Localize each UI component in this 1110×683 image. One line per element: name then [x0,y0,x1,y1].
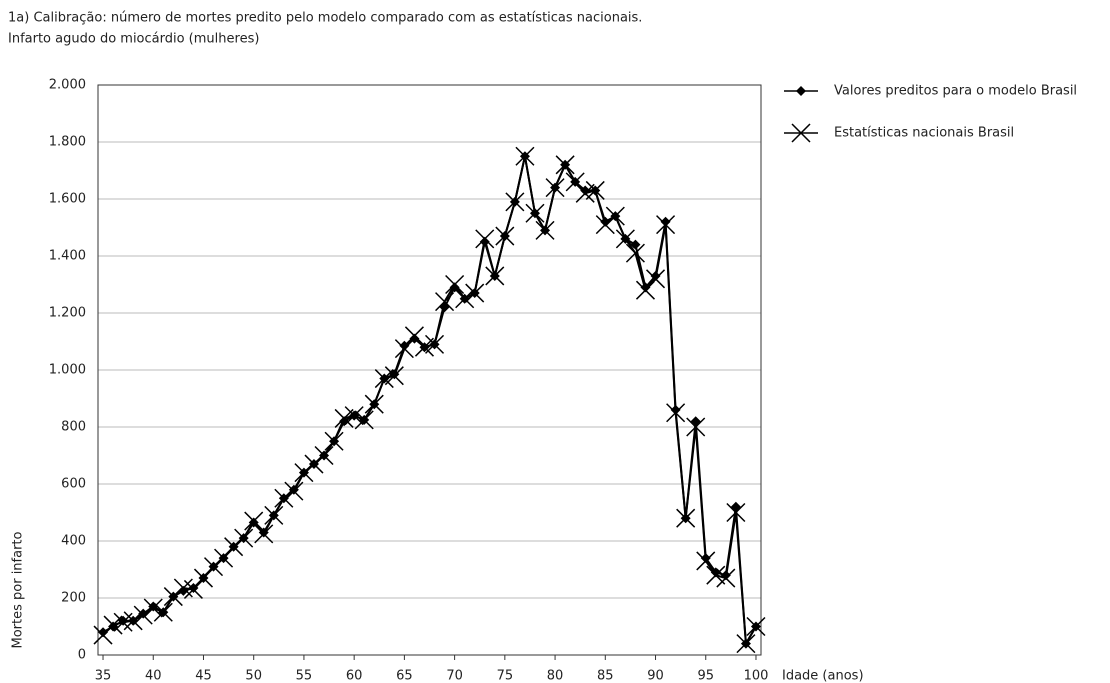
data-point [123,611,143,631]
data-point [183,579,203,599]
data-point [515,146,535,166]
data-point [445,274,465,295]
legend-label: Valores preditos para o modelo Brasil [834,84,1077,99]
data-point [143,598,163,618]
legend-marker [796,86,806,96]
chart-subtitle: Infarto agudo do miocárdio (mulheres) [8,32,259,47]
data-point [696,551,716,571]
data-point [485,266,505,286]
data-point [424,334,445,354]
data-point [394,339,414,359]
data-point [615,229,635,249]
data-point [555,155,575,175]
y-tick-label: 200 [61,591,86,606]
data-point [585,180,605,200]
data-point [294,463,314,483]
data-point [324,431,344,451]
x-tick-label: 100 [744,669,769,683]
data-point [304,454,324,474]
data-point [716,568,736,588]
plot-frame [97,84,762,656]
data-point [656,215,676,235]
data-point [605,206,625,226]
chart-title: 1a) Calibração: número de mortes predito… [8,11,642,26]
data-point [535,220,555,240]
data-point [98,627,109,638]
x-tick-label: 95 [697,669,714,683]
data-point [645,269,666,289]
data-point [163,587,183,607]
data-point [595,215,615,235]
data-point [364,394,384,414]
x-tick-label: 35 [95,669,112,683]
x-tick-label: 80 [547,669,564,683]
data-point [635,280,656,300]
data-point [565,172,585,192]
series-line [102,156,757,647]
data-point [666,403,686,423]
legend-marker [791,123,811,143]
data-point [746,616,766,637]
data-point [690,416,701,427]
x-tick-label: 40 [145,669,162,683]
data-point [726,502,746,523]
x-tick-label: 90 [647,669,664,683]
y-tick-label: 1.600 [49,192,86,207]
x-tick-label: 60 [346,669,363,683]
data-point [214,548,234,568]
data-point [153,602,173,622]
data-point [730,501,741,512]
data-point [545,178,565,198]
data-point [525,203,545,223]
data-point [284,481,304,501]
data-point [505,192,525,212]
y-tick-label: 1.400 [49,249,86,264]
y-tick-label: 0 [78,648,86,663]
data-point [244,511,264,531]
x-tick-label: 70 [446,669,463,683]
data-point [455,289,475,309]
y-tick-label: 1.000 [49,363,86,378]
x-tick-label: 65 [396,669,413,683]
y-tick-label: 400 [61,534,86,549]
data-point [736,634,756,654]
data-point [274,488,294,508]
y-axis-label: Mortes por infarto [11,531,26,648]
data-point [203,557,224,577]
data-point [354,410,374,430]
series-line [102,156,757,647]
data-point [404,326,424,346]
data-point [686,417,706,437]
x-tick-label: 45 [195,669,212,683]
data-point [193,568,214,588]
y-tick-label: 1.200 [49,306,86,321]
data-point [475,229,495,249]
x-tick-label: 85 [597,669,614,683]
data-point [384,366,404,386]
data-point [264,505,284,525]
data-point [254,524,274,544]
data-point [465,283,485,303]
data-point [108,621,119,632]
data-point [133,605,153,625]
data-point [495,226,515,246]
x-tick-label: 50 [245,669,262,683]
y-tick-label: 2.000 [49,78,86,93]
y-tick-label: 1.800 [49,135,86,150]
x-axis-label: Idade (anos) [782,669,864,683]
data-point [224,537,244,557]
x-tick-label: 75 [497,669,514,683]
y-tick-label: 800 [61,420,86,435]
data-point [314,445,334,466]
data-point [676,508,696,528]
data-point [625,243,645,263]
data-point [435,292,455,312]
y-tick-label: 600 [61,477,86,492]
x-tick-label: 55 [296,669,313,683]
data-point [344,406,364,426]
data-point [660,216,671,227]
data-point [234,528,254,548]
legend-label: Estatísticas nacionais Brasil [834,126,1014,141]
